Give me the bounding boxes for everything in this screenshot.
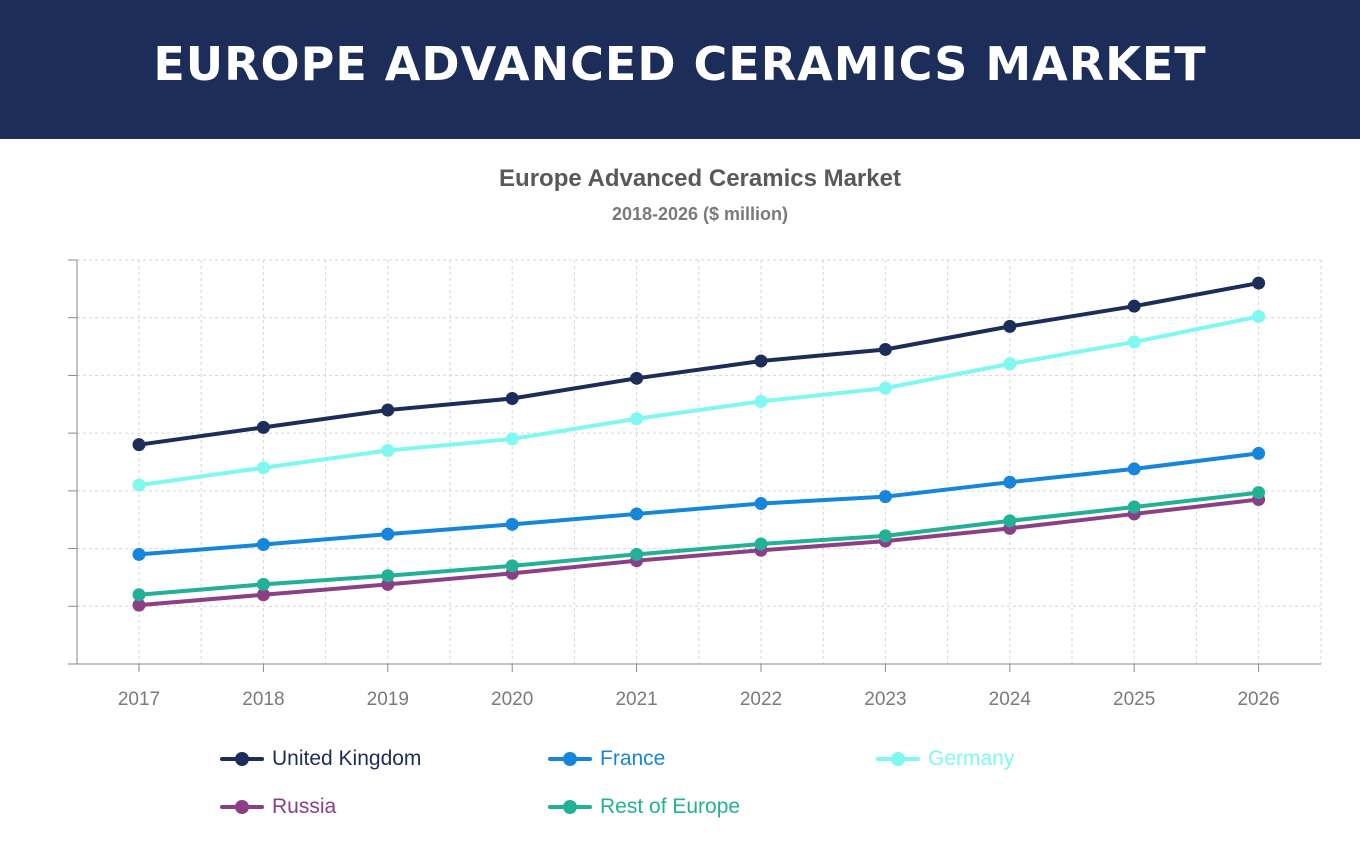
banner-title: EUROPE ADVANCED CERAMICS MARKET bbox=[153, 36, 1207, 91]
data-point-france bbox=[754, 497, 768, 511]
x-tick-label: 2018 bbox=[242, 689, 284, 710]
data-point-rest-of-europe bbox=[505, 559, 519, 573]
data-point-germany bbox=[381, 443, 395, 457]
data-point-germany bbox=[1252, 310, 1266, 324]
x-tick-label: 2021 bbox=[615, 689, 657, 710]
x-tick-label: 2023 bbox=[864, 689, 906, 710]
data-point-united-kingdom bbox=[878, 342, 892, 356]
data-point-rest-of-europe bbox=[754, 537, 768, 551]
legend-item-france[interactable]: France bbox=[548, 742, 665, 776]
data-point-russia bbox=[256, 588, 270, 602]
x-tick-label: 2017 bbox=[118, 689, 160, 710]
data-point-united-kingdom bbox=[132, 438, 146, 452]
legend-label: France bbox=[600, 747, 666, 770]
series-line-germany bbox=[137, 314, 1261, 488]
data-point-rest-of-europe bbox=[132, 588, 146, 602]
series-line-united-kingdom bbox=[137, 281, 1261, 447]
data-point-rest-of-europe bbox=[630, 547, 644, 561]
legend-swatch bbox=[220, 790, 264, 824]
data-point-united-kingdom bbox=[1252, 276, 1266, 290]
data-point-russia bbox=[132, 598, 146, 612]
x-tick-label: 2025 bbox=[1113, 689, 1155, 710]
data-point-united-kingdom bbox=[1127, 299, 1141, 313]
data-point-rest-of-europe bbox=[1127, 500, 1141, 514]
x-tick-label: 2026 bbox=[1237, 689, 1279, 710]
series-line-russia bbox=[137, 497, 1261, 608]
legend-item-russia[interactable]: Russia bbox=[220, 790, 336, 824]
chart-legend: United Kingdom France Germany Russia Res… bbox=[220, 742, 1220, 842]
legend-label: Rest of Europe bbox=[600, 795, 741, 818]
data-point-germany bbox=[1003, 357, 1017, 371]
data-point-united-kingdom bbox=[754, 354, 768, 368]
legend-swatch bbox=[220, 742, 264, 776]
legend-swatch bbox=[548, 790, 592, 824]
legend-item-germany[interactable]: Germany bbox=[876, 742, 1014, 776]
series-line-rest-of-europe bbox=[137, 490, 1261, 597]
chart-subtitle: 2018-2026 ($ million) bbox=[611, 204, 789, 224]
legend-item-united-kingdom[interactable]: United Kingdom bbox=[220, 742, 421, 776]
data-point-france bbox=[1003, 475, 1017, 489]
data-point-rest-of-europe bbox=[1252, 486, 1266, 500]
legend-label: Germany bbox=[928, 747, 1015, 770]
data-point-united-kingdom bbox=[381, 403, 395, 417]
legend-label: United Kingdom bbox=[272, 747, 422, 770]
x-tick-label: 2019 bbox=[367, 689, 409, 710]
x-tick-label: 2022 bbox=[740, 689, 782, 710]
data-point-france bbox=[1127, 462, 1141, 476]
legend-label: Russia bbox=[272, 795, 337, 818]
data-point-united-kingdom bbox=[1003, 319, 1017, 333]
data-point-rest-of-europe bbox=[1003, 514, 1017, 528]
data-point-germany bbox=[256, 461, 270, 475]
data-point-rest-of-europe bbox=[878, 529, 892, 543]
legend-swatch bbox=[876, 742, 920, 776]
data-point-france bbox=[381, 527, 395, 541]
data-point-united-kingdom bbox=[505, 392, 519, 406]
data-point-france bbox=[132, 547, 146, 561]
data-point-rest-of-europe bbox=[381, 569, 395, 583]
data-point-germany bbox=[1127, 335, 1141, 349]
data-point-united-kingdom bbox=[256, 420, 270, 434]
data-point-france bbox=[630, 507, 644, 521]
data-point-germany bbox=[505, 432, 519, 446]
data-point-france bbox=[505, 517, 519, 531]
data-point-rest-of-europe bbox=[256, 577, 270, 591]
data-point-germany bbox=[878, 381, 892, 395]
data-point-germany bbox=[132, 478, 146, 492]
data-point-germany bbox=[630, 412, 644, 426]
data-point-united-kingdom bbox=[630, 371, 644, 385]
data-point-france bbox=[256, 538, 270, 552]
legend-item-rest-of-europe[interactable]: Rest of Europe bbox=[548, 790, 740, 824]
banner: EUROPE ADVANCED CERAMICS MARKET bbox=[0, 0, 1360, 139]
chart-title: Europe Advanced Ceramics Market bbox=[499, 165, 901, 192]
legend-swatch bbox=[548, 742, 592, 776]
data-point-germany bbox=[754, 394, 768, 408]
data-point-france bbox=[1252, 446, 1266, 460]
x-tick-label: 2024 bbox=[989, 689, 1032, 710]
data-point-france bbox=[878, 490, 892, 504]
series-line-france bbox=[137, 451, 1261, 557]
x-tick-label: 2020 bbox=[491, 689, 533, 710]
